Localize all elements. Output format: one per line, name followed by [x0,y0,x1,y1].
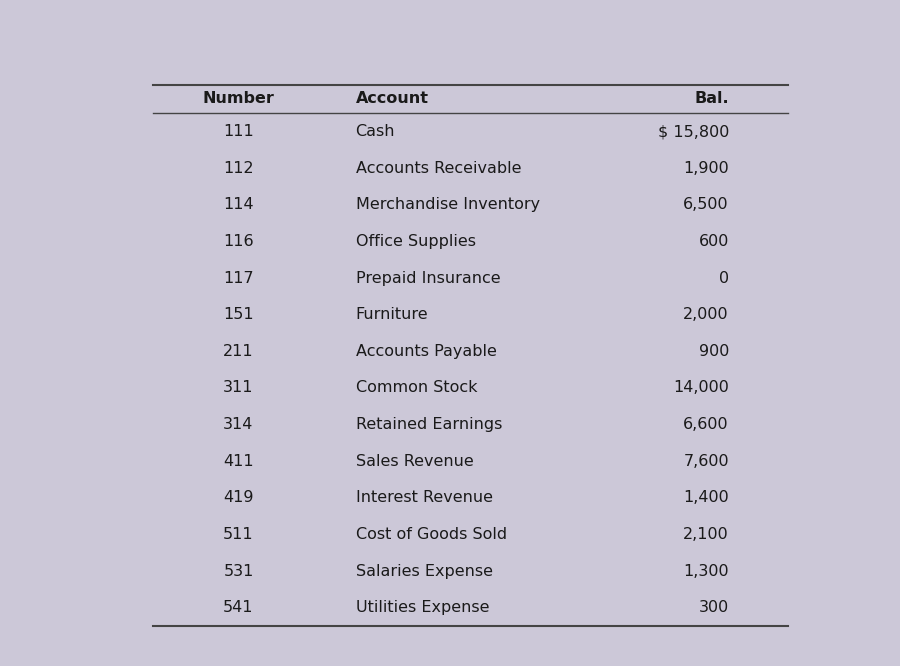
Text: $ 15,800: $ 15,800 [658,124,729,139]
Text: 6,500: 6,500 [683,197,729,212]
Text: Sales Revenue: Sales Revenue [356,454,473,469]
Text: 1,900: 1,900 [683,161,729,176]
Text: 531: 531 [223,563,254,579]
Text: Cash: Cash [356,124,395,139]
Text: Furniture: Furniture [356,307,428,322]
Text: 511: 511 [223,527,254,542]
Text: Retained Earnings: Retained Earnings [356,417,502,432]
Text: 900: 900 [698,344,729,359]
Text: Cost of Goods Sold: Cost of Goods Sold [356,527,507,542]
Text: Number: Number [202,91,274,107]
Text: 111: 111 [223,124,254,139]
Text: Account: Account [356,91,428,107]
Text: 7,600: 7,600 [683,454,729,469]
Text: 0: 0 [719,270,729,286]
Text: Bal.: Bal. [695,91,729,107]
Text: 300: 300 [698,600,729,615]
Text: Utilities Expense: Utilities Expense [356,600,489,615]
Text: 6,600: 6,600 [683,417,729,432]
Text: 2,000: 2,000 [683,307,729,322]
Text: 117: 117 [223,270,254,286]
Text: Interest Revenue: Interest Revenue [356,490,492,505]
Text: 14,000: 14,000 [673,380,729,396]
Text: 411: 411 [223,454,254,469]
Text: Accounts Receivable: Accounts Receivable [356,161,521,176]
Text: 1,300: 1,300 [683,563,729,579]
Text: Salaries Expense: Salaries Expense [356,563,492,579]
Text: 1,400: 1,400 [683,490,729,505]
Text: 600: 600 [698,234,729,249]
Text: 419: 419 [223,490,254,505]
Text: Common Stock: Common Stock [356,380,477,396]
Text: 541: 541 [223,600,254,615]
Text: 112: 112 [223,161,254,176]
Text: 116: 116 [223,234,254,249]
Text: 114: 114 [223,197,254,212]
Text: Office Supplies: Office Supplies [356,234,475,249]
Text: 314: 314 [223,417,254,432]
Text: Accounts Payable: Accounts Payable [356,344,497,359]
Text: 211: 211 [223,344,254,359]
Text: Merchandise Inventory: Merchandise Inventory [356,197,540,212]
Text: 151: 151 [223,307,254,322]
Text: 2,100: 2,100 [683,527,729,542]
Text: 311: 311 [223,380,254,396]
Text: Prepaid Insurance: Prepaid Insurance [356,270,500,286]
